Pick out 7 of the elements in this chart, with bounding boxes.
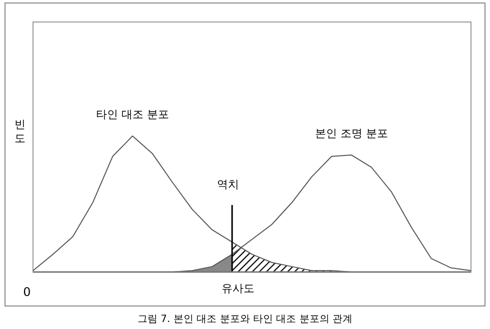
caption: 그림 7. 본인 대조 분포와 타인 대조 분포의 관계 xyxy=(138,314,352,325)
y-axis-title: 빈도 xyxy=(14,118,26,145)
x-axis-title: 유사도 xyxy=(222,282,254,295)
series-label: 본인 조명 분포 xyxy=(315,127,388,140)
annotation: 역치 xyxy=(217,178,240,191)
text: 0 xyxy=(23,285,31,299)
series-label: 타인 대조 분포 xyxy=(96,108,170,121)
